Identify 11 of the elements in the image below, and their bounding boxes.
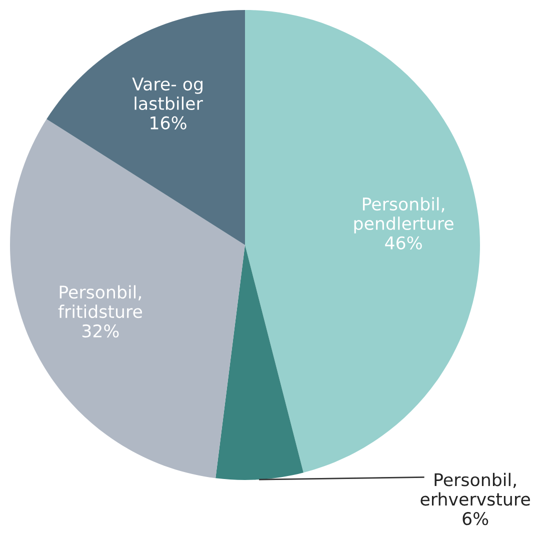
pie-slice: [245, 10, 480, 473]
slice-label: Personbil, fritidsture: [58, 285, 142, 318]
data-label: 6%: [462, 512, 488, 526]
slice-label: Personbil, pendlerture: [354, 197, 454, 234]
slice-label: Personbil, erhvervsture: [420, 472, 530, 506]
slice-label: Vare- og lastbiler: [132, 78, 203, 110]
data-label: 46%: [385, 236, 422, 250]
pie-slice: [46, 10, 245, 245]
pie-slice: [216, 245, 304, 480]
data-label: 32%: [82, 324, 119, 338]
data-label: 16%: [150, 116, 186, 130]
